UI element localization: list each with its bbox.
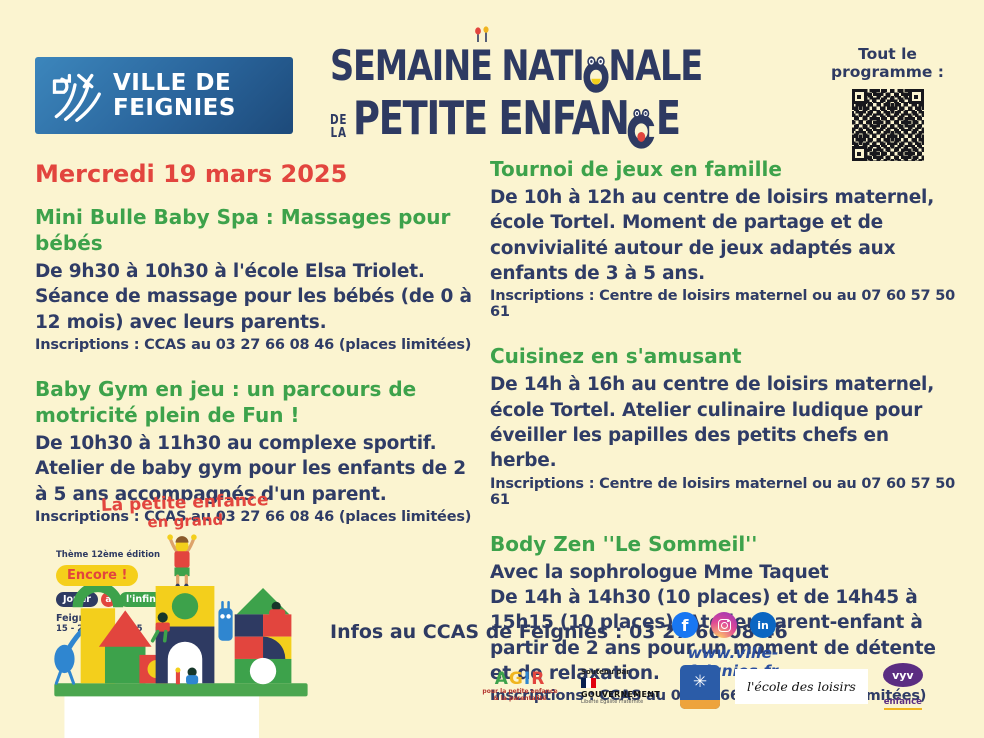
title-final-e: E [655, 91, 681, 145]
event-title: SEMAIN E NATI NALE DE LA PETITE ENFAN E [330, 26, 730, 149]
instagram-icon[interactable] [711, 612, 737, 638]
right-column: Tournoi de jeux en famille De 10h à 12h … [490, 156, 958, 727]
ville-logo-text: VILLE DE FEIGNIES [113, 69, 236, 121]
event-inscription: Inscriptions : CCAS au 03 27 66 08 46 (p… [35, 509, 472, 526]
social-icons: f in [672, 612, 776, 638]
gouvernement-logo: Soutenu par GOUVERNEMENT Liberté Égalité… [581, 668, 665, 705]
qr-finder-icon [851, 146, 867, 161]
programme-label: Tout le programme : [831, 45, 944, 81]
event-description: De 9h30 à 10h30 à l'école Elsa Triolet. … [35, 261, 472, 333]
linkedin-icon[interactable]: in [750, 612, 776, 638]
title-line2: DE LA PETITE ENFAN E [330, 91, 681, 149]
caf-logo: ✳ [680, 664, 720, 709]
agir-subtitle: pour la petite enfance & la parentalité [482, 687, 558, 703]
instagram-camera-glyph [717, 618, 731, 632]
title-semain: SEMAIN [330, 41, 471, 90]
ville-logo-line1: VILLE DE [113, 69, 232, 96]
supported-by-label: Soutenu par [581, 668, 630, 676]
partner-logos: AGIR pour la petite enfance & la parenta… [474, 663, 923, 710]
event-section-baby-gym: Baby Gym en jeu : un parcours de motrici… [35, 376, 483, 525]
surprised-face-c-icon [627, 103, 657, 149]
facebook-icon[interactable]: f [672, 612, 698, 638]
event-section-tournoi: Tournoi de jeux en famille De 10h à 12h … [490, 156, 958, 320]
qr-code[interactable] [851, 89, 924, 161]
ecole-des-loisirs-logo: l'école des loisirs [735, 669, 868, 704]
event-name: Mini Bulle Baby Spa : Massages pour bébé… [35, 205, 451, 255]
ville-de-feignies-logo: VILLE DE FEIGNIES [35, 57, 293, 134]
event-name: Cuisinez en s'amusant [490, 344, 742, 369]
agir-wordmark: AGIR [494, 668, 546, 689]
event-subtitle: Avec la sophrologue Mme Taquet [490, 561, 829, 583]
theme-edition-label: Thème 12ème édition [56, 550, 161, 560]
event-description: De 14h à 16h au centre de loisirs matern… [490, 374, 935, 472]
event-inscription: Inscriptions : Centre de loisirs materne… [490, 288, 956, 321]
caf-band [680, 699, 720, 709]
event-name: Tournoi de jeux en famille [490, 157, 782, 181]
gouvernement-wordmark: GOUVERNEMENT [581, 690, 661, 699]
antennae-letter: E [470, 26, 493, 90]
programme-block: Tout le programme : [805, 45, 970, 161]
encore-badge: Encore ! [56, 565, 139, 586]
feignies-emblem-icon [52, 73, 101, 122]
event-inscription: Inscriptions : CCAS au 03 27 66 08 46 (p… [35, 337, 472, 354]
date-heading: Mercredi 19 mars 2025 [35, 160, 348, 188]
event-description: De 10h à 12h au centre de loisirs matern… [490, 187, 935, 285]
title-de-la: DE LA [330, 112, 348, 142]
event-description: De 10h30 à 11h30 au complexe sportif. At… [35, 433, 466, 505]
event-inscription: Inscriptions : Centre de loisirs materne… [490, 475, 956, 508]
gouvernement-motto: Liberté Égalité Fraternité [581, 699, 644, 705]
castle-blocks-illustration [54, 586, 308, 738]
event-section-baby-spa: Mini Bulle Baby Spa : Massages pour bébé… [35, 204, 483, 353]
event-name: Baby Gym en jeu : un parcours de motrici… [35, 377, 417, 428]
caf-star-icon: ✳ [692, 672, 708, 692]
title-nati: NATI [501, 41, 584, 90]
antennae-icon [475, 26, 489, 42]
frog-face-o-icon [583, 51, 609, 93]
qr-finder-icon [908, 89, 924, 104]
title-e: E [470, 41, 493, 90]
french-flag-icon [581, 678, 596, 688]
vyv-enfance-logo: vyv enfance [882, 663, 923, 710]
vyv-wordmark: vyv [882, 663, 923, 687]
title-nale: NALE [608, 41, 703, 90]
title-line1: SEMAIN E NATI NALE [330, 26, 703, 93]
campaign-tagline: La petite enfance en grand [100, 490, 269, 531]
left-column: Mini Bulle Baby Spa : Massages pour bébé… [35, 204, 483, 548]
qr-finder-icon [851, 89, 867, 104]
place-label: Feignies [56, 613, 101, 624]
agir-logo: AGIR pour la petite enfance & la parenta… [474, 668, 566, 703]
vyv-enfance-label: enfance [883, 697, 922, 710]
ville-logo-line2: FEIGNIES [113, 94, 236, 121]
event-description: De 14h à 14h30 (10 places) et de 14h45 à… [490, 587, 936, 685]
title-petite-enfan: PETITE ENFAN [352, 91, 630, 145]
campaign-illustration: La petite enfance en grand Thème 12ème é… [42, 490, 328, 738]
event-section-cuisine: Cuisinez en s'amusant De 14h à 16h au ce… [490, 343, 958, 507]
child-figure-icon [167, 534, 197, 588]
infini-badge: l'infini [118, 592, 167, 607]
event-name: Body Zen ''Le Sommeil'' [490, 531, 758, 556]
